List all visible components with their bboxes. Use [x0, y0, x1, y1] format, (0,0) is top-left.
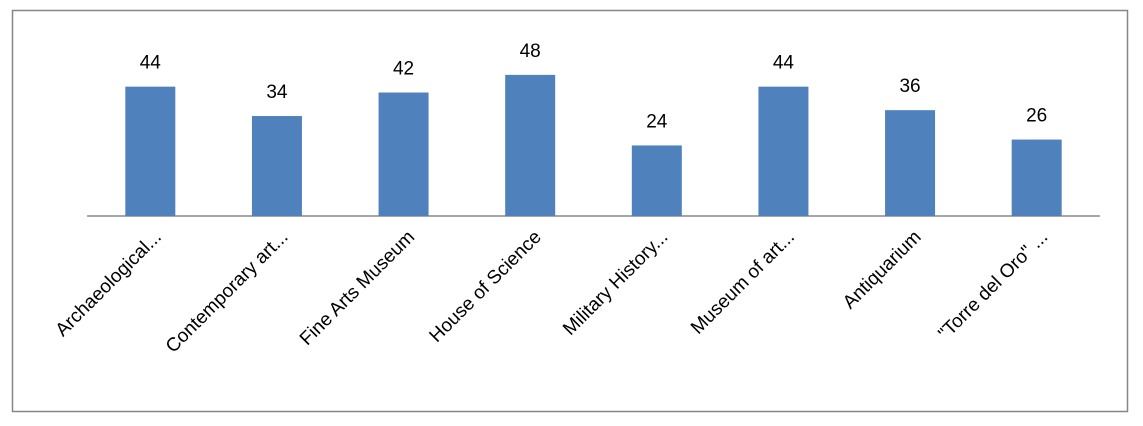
bar — [758, 86, 809, 216]
bar — [378, 92, 429, 216]
data-label: 42 — [393, 59, 414, 80]
bar — [1011, 139, 1062, 216]
data-label: 48 — [520, 41, 541, 62]
bar — [125, 86, 176, 216]
chart-border — [11, 9, 1129, 413]
bar — [631, 145, 682, 216]
data-label: 24 — [646, 111, 668, 132]
data-label: 44 — [140, 53, 162, 74]
bar — [251, 116, 302, 216]
data-label: 34 — [266, 82, 288, 103]
data-label: 36 — [899, 76, 920, 97]
data-label: 26 — [1026, 106, 1047, 127]
bar — [885, 110, 936, 216]
data-label: 44 — [773, 53, 795, 74]
bar — [505, 74, 556, 216]
